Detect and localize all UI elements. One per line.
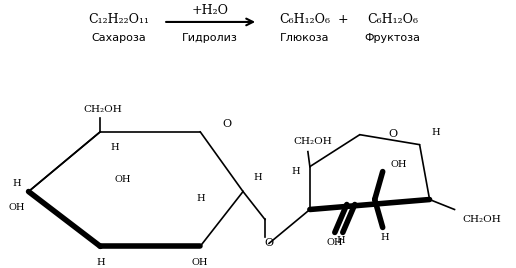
Text: H: H <box>197 194 205 203</box>
Text: H: H <box>291 167 300 176</box>
Text: C₆H₁₂O₆: C₆H₁₂O₆ <box>279 13 330 27</box>
Text: +: + <box>337 13 348 27</box>
Text: +H₂O: +H₂O <box>191 5 229 17</box>
Text: C₆H₁₂O₆: C₆H₁₂O₆ <box>367 13 418 27</box>
Text: OH: OH <box>114 175 131 184</box>
Text: O: O <box>222 119 231 129</box>
Text: O: O <box>264 239 273 248</box>
Text: H: H <box>12 179 21 188</box>
Text: CH₂OH: CH₂OH <box>462 215 501 224</box>
Text: H: H <box>380 233 389 242</box>
Text: H: H <box>110 143 119 152</box>
Text: H: H <box>96 258 105 267</box>
Text: C₁₂H₂₂O₁₁: C₁₂H₂₂O₁₁ <box>88 13 149 27</box>
Text: Гидролиз: Гидролиз <box>182 33 238 43</box>
Text: O: O <box>388 129 397 139</box>
Text: CH₂OH: CH₂OH <box>294 137 332 146</box>
Text: H: H <box>431 128 440 137</box>
Text: CH₂OH: CH₂OH <box>83 105 122 114</box>
Text: Фруктоза: Фруктоза <box>365 33 421 43</box>
Text: OH: OH <box>327 238 343 247</box>
Text: H: H <box>253 173 262 182</box>
Text: H: H <box>336 236 345 245</box>
Text: OH: OH <box>192 258 208 267</box>
Text: Глюкоза: Глюкоза <box>280 33 330 43</box>
Text: Сахароза: Сахароза <box>91 33 146 43</box>
Text: OH: OH <box>391 160 407 169</box>
Text: OH: OH <box>8 203 25 212</box>
